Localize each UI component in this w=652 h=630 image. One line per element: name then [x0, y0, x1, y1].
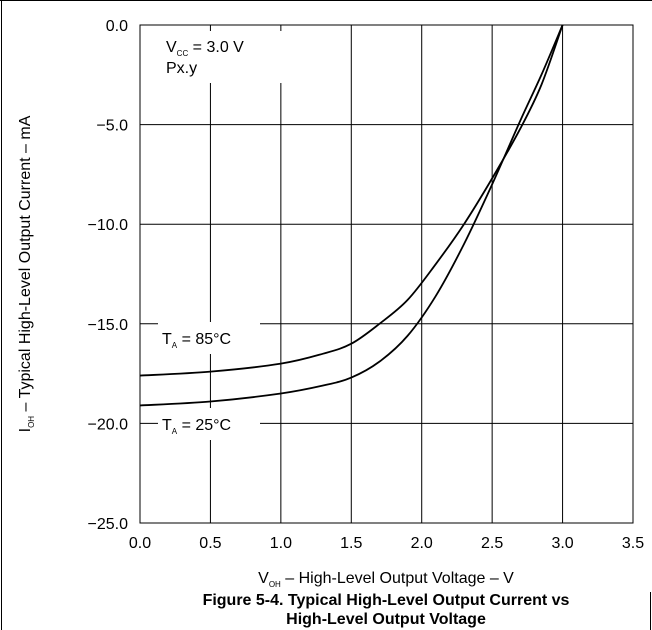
y-tick-label: −10.0	[88, 217, 129, 234]
ta85-label-bg	[158, 322, 260, 354]
y-tick-labels: 0.0 −5.0 −10.0 −15.0 −20.0 −25.0	[88, 18, 129, 533]
ta85-label: TA = 85°C	[162, 331, 231, 350]
caption-line-2: High-Level Output Voltage	[286, 611, 486, 628]
x-tick-label: 0.5	[199, 535, 221, 552]
x-tick-label: 3.0	[551, 535, 573, 552]
caption-line-1: Figure 5-4. Typical High-Level Output Cu…	[203, 592, 570, 609]
ta25-label-bg	[158, 408, 260, 440]
y-axis-label: IOH – Typical High-Level Output Current …	[17, 115, 36, 432]
x-tick-label: 3.5	[622, 535, 644, 552]
vcc-label-bg	[162, 31, 287, 83]
x-tick-labels: 0.0 0.5 1.0 1.5 2.0 2.5 3.0 3.5	[129, 535, 644, 552]
y-tick-label: −20.0	[88, 416, 129, 433]
grid	[140, 25, 633, 523]
x-tick-label: 2.5	[481, 535, 503, 552]
x-axis-label: VOH – High-Level Output Voltage – V	[258, 570, 514, 589]
x-tick-label: 1.0	[270, 535, 292, 552]
series-line-ta85	[139, 24, 564, 377]
x-tick-label: 0.0	[129, 535, 151, 552]
x-tick-label: 1.5	[340, 535, 362, 552]
y-tick-label: −25.0	[88, 516, 129, 533]
plot-frame	[139, 24, 634, 524]
ta25-label: TA = 25°C	[162, 417, 231, 436]
port-annotation: Px.y	[166, 60, 197, 77]
series-group	[139, 24, 564, 407]
x-tick-label: 2.0	[411, 535, 433, 552]
y-tick-label: 0.0	[106, 18, 128, 35]
y-tick-label: −15.0	[88, 317, 129, 334]
vcc-annotation: VCC = 3.0 V	[166, 39, 244, 58]
y-tick-label: −5.0	[96, 118, 128, 135]
series-line-ta25	[139, 24, 564, 407]
